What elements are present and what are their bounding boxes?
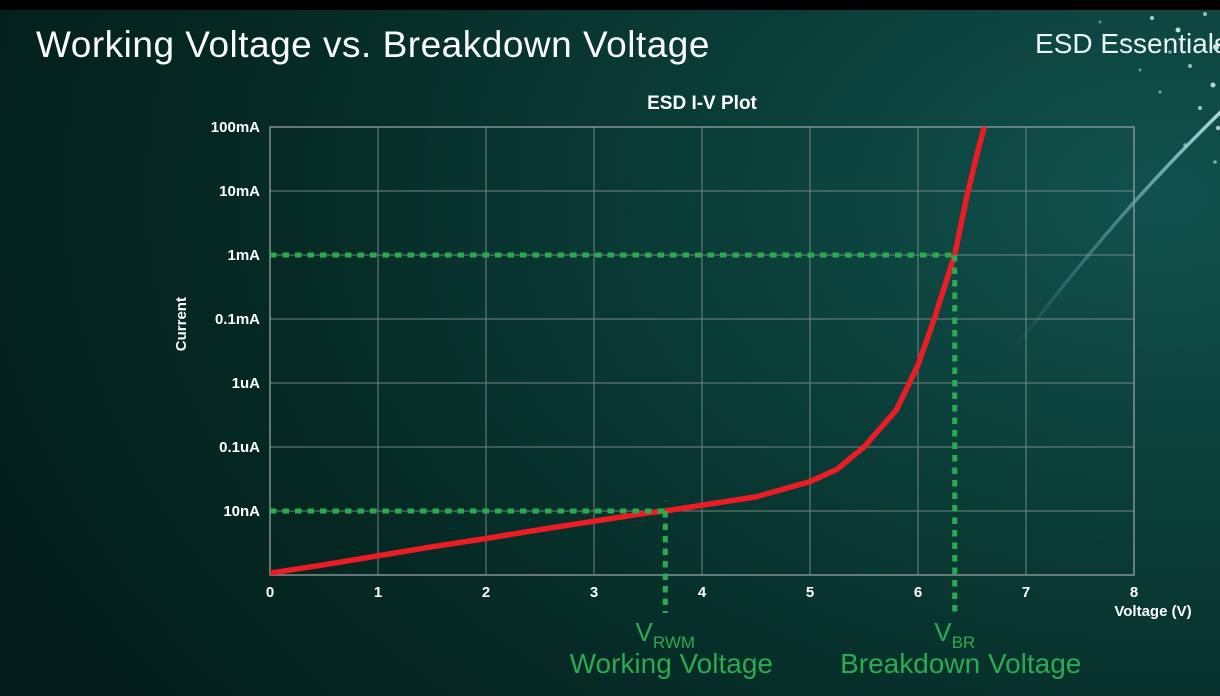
svg-text:2: 2 [482, 584, 490, 601]
breakdown-voltage-caption: Breakdown Voltage [840, 648, 1081, 679]
svg-text:0.1mA: 0.1mA [215, 311, 260, 328]
iv-curve [270, 127, 988, 575]
y-tick-labels: 100mA 10mA 1mA 0.1mA 1uA 0.1uA 10nA [211, 119, 260, 520]
gridlines [269, 126, 1135, 576]
svg-text:3: 3 [590, 584, 598, 601]
svg-text:0.1uA: 0.1uA [219, 439, 260, 456]
breakdown-voltage-symbol: VBR [934, 617, 975, 652]
light-swoosh [1010, 110, 1220, 354]
svg-text:100mA: 100mA [211, 119, 260, 136]
svg-text:6: 6 [914, 584, 922, 601]
working-voltage-symbol: VRWM [636, 617, 696, 652]
chart-title: ESD I-V Plot [647, 93, 757, 114]
page-title: Working Voltage vs. Breakdown Voltage [36, 24, 710, 65]
svg-text:7: 7 [1022, 584, 1030, 601]
particle-dots [1098, 12, 1220, 164]
y-axis-label: Current [173, 297, 190, 351]
svg-text:10mA: 10mA [219, 183, 260, 200]
svg-text:0: 0 [266, 584, 274, 601]
working-voltage-caption: Working Voltage [570, 648, 773, 679]
x-tick-labels: 0 1 2 3 4 5 6 7 8 [266, 584, 1138, 601]
svg-text:10nA: 10nA [223, 503, 260, 520]
svg-text:4: 4 [698, 584, 707, 601]
top-black-bar [0, 0, 1220, 10]
brand-text: ESD Essentials [1035, 28, 1220, 59]
x-axis-label: Voltage (V) [1114, 603, 1191, 620]
svg-text:1mA: 1mA [227, 247, 260, 264]
svg-text:1uA: 1uA [232, 375, 261, 392]
plot-border [269, 126, 1135, 576]
svg-text:1: 1 [374, 584, 382, 601]
svg-text:5: 5 [806, 584, 814, 601]
svg-text:8: 8 [1130, 584, 1138, 601]
